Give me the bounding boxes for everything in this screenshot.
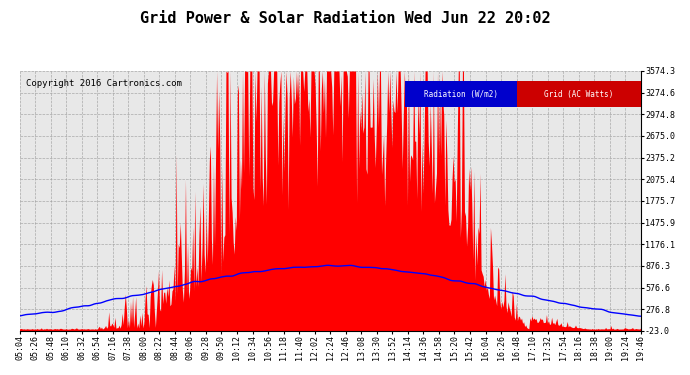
- Text: Radiation (W/m2): Radiation (W/m2): [424, 90, 497, 99]
- Text: Copyright 2016 Cartronics.com: Copyright 2016 Cartronics.com: [26, 79, 181, 88]
- Bar: [517, 81, 641, 107]
- Text: Grid (AC Watts): Grid (AC Watts): [544, 90, 613, 99]
- Text: Grid Power & Solar Radiation Wed Jun 22 20:02: Grid Power & Solar Radiation Wed Jun 22 …: [139, 11, 551, 26]
- Bar: [405, 81, 517, 107]
